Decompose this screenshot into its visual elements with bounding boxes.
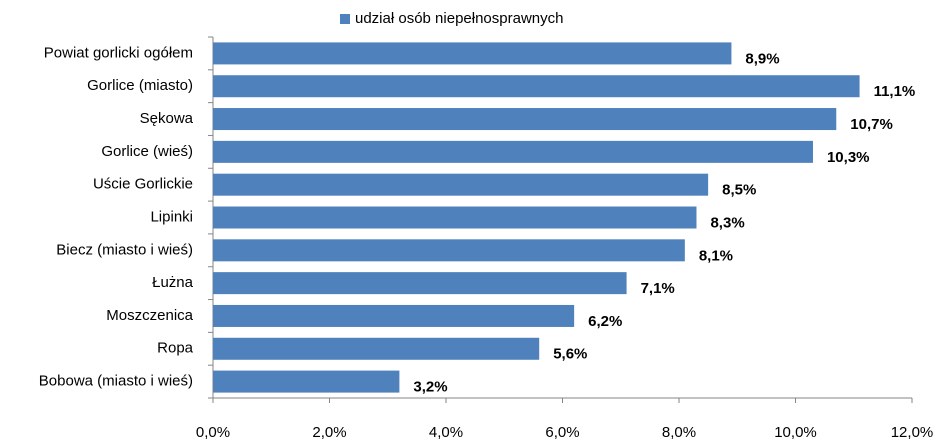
y-tick-label: Powiat gorlicki ogółem: [44, 44, 193, 61]
x-tick-label: 8,0%: [662, 424, 696, 441]
bar: [213, 75, 860, 98]
y-tick-label: Łużna: [152, 274, 194, 291]
x-tick-label: 10,0%: [774, 424, 817, 441]
bar: [213, 206, 697, 229]
x-tick-label: 6,0%: [545, 424, 579, 441]
y-tick-label: Gorlice (miasto): [87, 77, 193, 94]
y-tick-label: Uście Gorlickie: [93, 176, 193, 193]
legend-label: udział osób niepełnosprawnych: [355, 10, 563, 27]
bar: [213, 272, 627, 295]
bar: [213, 173, 709, 196]
y-tick-label: Bobowa (miasto i wieś): [39, 373, 193, 390]
value-label: 3,2%: [413, 379, 447, 396]
x-tick-label: 2,0%: [312, 424, 346, 441]
x-tick-label: 0,0%: [196, 424, 230, 441]
value-label: 8,5%: [722, 182, 756, 199]
value-label: 5,6%: [553, 346, 587, 363]
y-tick-label: Moszczenica: [106, 307, 193, 324]
y-tick-label: Sękowa: [140, 110, 194, 127]
y-tick-label: Biecz (miasto i wieś): [56, 241, 193, 258]
bar: [213, 337, 540, 360]
value-label: 11,1%: [874, 83, 916, 100]
y-tick-label: Gorlice (wieś): [101, 143, 193, 160]
bar: [213, 42, 732, 65]
bar: [213, 370, 400, 393]
bar: [213, 304, 575, 327]
y-tick-label: Lipinki: [150, 208, 193, 225]
bar: [213, 140, 813, 163]
y-tick-label: Ropa: [157, 340, 194, 357]
value-label: 8,3%: [710, 214, 744, 231]
bar: [213, 108, 837, 131]
value-label: 8,1%: [699, 247, 733, 264]
value-label: 8,9%: [745, 50, 779, 67]
value-label: 10,3%: [827, 149, 870, 166]
value-label: 7,1%: [641, 280, 675, 297]
legend-swatch: [340, 14, 350, 24]
value-label: 10,7%: [850, 116, 893, 133]
x-tick-label: 12,0%: [891, 424, 934, 441]
value-label: 6,2%: [588, 313, 622, 330]
bar: [213, 239, 685, 262]
x-tick-label: 4,0%: [429, 424, 463, 441]
